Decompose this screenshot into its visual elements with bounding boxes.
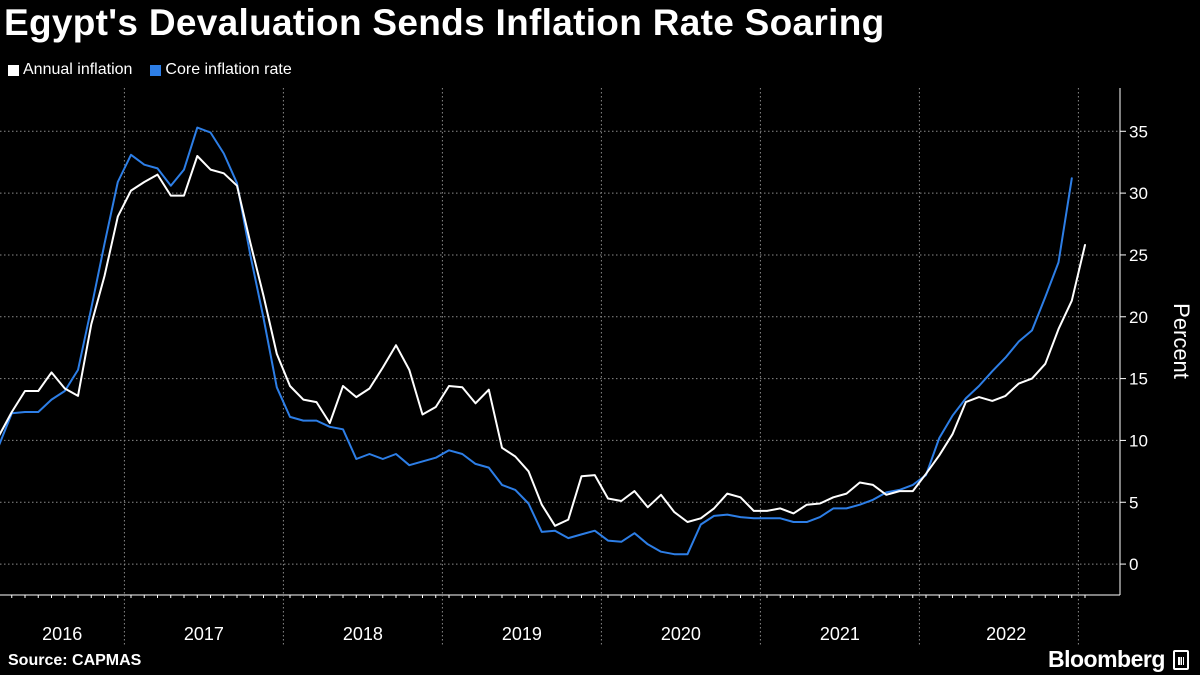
bloomberg-chart-icon	[1172, 649, 1189, 670]
grid	[0, 88, 1120, 595]
legend-label-core: Core inflation rate	[165, 61, 292, 78]
legend-label-annual: Annual inflation	[23, 61, 133, 78]
series-line-core-inflation	[0, 126, 1073, 556]
y-tick-label-35: 35	[1129, 122, 1148, 141]
legend: Annual inflation Core inflation rate	[8, 61, 292, 79]
chart-title: Egypt's Devaluation Sends Inflation Rate…	[4, 2, 885, 43]
x-tick-label-2021: 2021	[820, 624, 860, 644]
y-tick-label-5: 5	[1129, 493, 1138, 512]
y-tick-label-0: 0	[1129, 555, 1138, 574]
x-tick-label-2018: 2018	[343, 624, 383, 644]
x-tick-label-2022: 2022	[986, 624, 1026, 644]
x-tick-label-2016: 2016	[42, 624, 82, 644]
x-tick-label-2020: 2020	[661, 624, 701, 644]
y-axis-label: Percent	[1169, 303, 1194, 379]
y-tick-label-10: 10	[1129, 431, 1148, 450]
brand-logo: Bloomberg	[1048, 646, 1189, 673]
legend-swatch-annual	[8, 64, 19, 76]
source-note: Source: CAPMAS	[8, 652, 142, 669]
legend-swatch-core	[150, 64, 162, 76]
y-tick-label-15: 15	[1129, 370, 1148, 389]
series-line-annual-inflation	[0, 155, 1086, 527]
legend-item-annual: Annual inflation	[8, 61, 132, 79]
x-tick-label-2017: 2017	[184, 624, 224, 644]
y-axis: 0 5 10 15 20 25 30 35	[1119, 88, 1148, 595]
series-lines	[0, 126, 1086, 556]
y-tick-label-20: 20	[1129, 308, 1148, 327]
y-tick-label-25: 25	[1129, 246, 1148, 265]
y-tick-label-30: 30	[1129, 184, 1148, 203]
brand-name: Bloomberg	[1048, 646, 1165, 672]
x-axis: 2016 2017 2018 2019 2020 2021 2022	[0, 594, 1120, 645]
legend-item-core: Core inflation rate	[150, 61, 292, 79]
x-tick-label-2019: 2019	[502, 624, 542, 644]
